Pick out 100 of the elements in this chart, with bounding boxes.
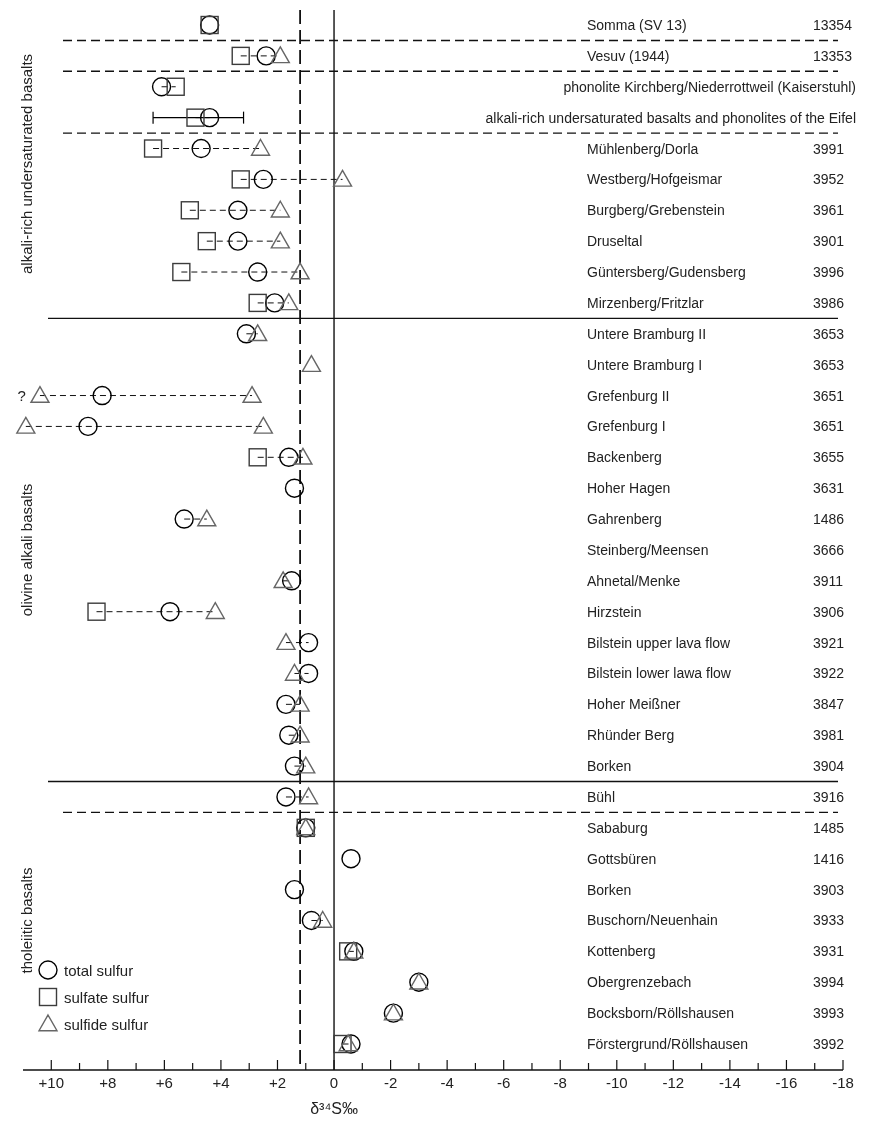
y-tick-label: Untere Bramburg I: [587, 356, 703, 373]
point: [293, 447, 313, 465]
point: [333, 1034, 352, 1054]
y2-tick-label: 3906: [813, 603, 845, 620]
point: [276, 694, 296, 715]
point: [248, 293, 267, 313]
y-tick-label: Somma (SV 13): [587, 17, 687, 33]
y-tick-label: Vesuv (1944): [587, 47, 670, 64]
point: [197, 509, 217, 527]
point: [197, 231, 216, 251]
point: [174, 509, 194, 529]
x-tick-label: -14: [719, 1074, 741, 1091]
point: [284, 663, 305, 681]
point: [78, 416, 98, 437]
y2-tick-label: 3994: [813, 974, 845, 991]
y2-tick-label: 13354: [813, 17, 853, 33]
x-tick-label: -8: [553, 1074, 567, 1091]
y-tick-label: alkali-rich undersaturated basalts and phonolites of the Eifel: [485, 109, 856, 126]
point: [16, 416, 36, 434]
point: [281, 571, 302, 591]
point: [290, 694, 310, 712]
point: [199, 107, 220, 128]
y2-tick-label: 3981: [813, 727, 845, 744]
point: [332, 169, 353, 187]
point: [279, 293, 299, 311]
y-tick-label: Rhünder Berg: [587, 727, 675, 744]
point: [250, 138, 271, 156]
y2-tick-label: 3922: [813, 665, 845, 682]
y2-tick-label: 3847: [813, 696, 845, 713]
y-tick-label: Ahnetal/Menke: [587, 572, 681, 589]
y-tick-label: Borken: [587, 881, 632, 898]
point: [191, 138, 211, 159]
point: [270, 200, 291, 218]
point: [180, 201, 200, 220]
y-tick-label: Druseltal: [587, 233, 643, 250]
point: [276, 787, 296, 807]
x-tick-label: -2: [383, 1074, 398, 1091]
point: [228, 200, 248, 220]
y-tick-label: Güntersberg/Gudensberg: [587, 264, 746, 281]
point: [30, 385, 50, 403]
y-tick-label: Bilstein upper lava flow: [587, 634, 732, 651]
x-tick-label: +10: [38, 1074, 64, 1091]
y2-tick-label: 3651: [813, 387, 845, 404]
y-tick-label: Grefenburg I: [587, 418, 666, 435]
point: [264, 293, 285, 313]
x-tick-label: -12: [662, 1074, 685, 1091]
y-tick-label: Gottsbüren: [587, 850, 657, 867]
point: [253, 169, 274, 190]
point: [160, 602, 180, 622]
point: [228, 231, 248, 251]
y2-tick-label: 3991: [813, 140, 845, 157]
x-tick-label: -18: [832, 1074, 854, 1091]
point: [87, 602, 106, 621]
y2-tick-label: 3631: [813, 480, 845, 497]
legend-label: total sulfur: [64, 961, 134, 979]
point: [256, 46, 276, 66]
y-tick-label: Bühl: [587, 788, 616, 805]
point: [298, 663, 319, 684]
x-tick-label: -6: [497, 1074, 511, 1091]
y-tick-label: Kottenberg: [587, 943, 656, 960]
x-tick-label: +8: [99, 1074, 117, 1091]
annotation: tholeiitic basalts: [17, 867, 35, 974]
point: [236, 324, 257, 344]
point: [298, 787, 319, 805]
point: [284, 879, 305, 900]
y-tick-label: Obergrenzebach: [587, 974, 692, 991]
y-tick-label: Gahrenberg: [587, 511, 662, 528]
y-tick-label: Untere Bramburg II: [587, 325, 707, 342]
y2-tick-label: 3916: [813, 788, 845, 805]
y2-tick-label: 3903: [813, 881, 845, 898]
y2-tick-label: 1485: [813, 819, 845, 836]
point: [298, 632, 319, 653]
x-tick-label: -16: [775, 1074, 798, 1091]
y2-tick-label: 3651: [813, 418, 845, 435]
y2-tick-label: 3904: [813, 758, 845, 775]
y2-tick-label: 3921: [813, 634, 845, 651]
point: [341, 849, 361, 869]
y2-tick-label: 3653: [813, 325, 845, 342]
y2-tick-label: 3952: [813, 171, 845, 188]
point: [205, 602, 225, 620]
x-tick-label: 0: [329, 1074, 339, 1091]
point: [247, 324, 268, 342]
y-tick-label: Hirzstein: [587, 603, 642, 620]
y2-tick-label: 3996: [813, 264, 845, 281]
y-tick-label: Mirzenberg/Fritzlar: [587, 294, 705, 311]
y2-tick-label: 3653: [813, 356, 845, 373]
y2-tick-label: 3992: [813, 1036, 845, 1052]
point: [296, 756, 316, 774]
legend-label: sulfide sulfur: [64, 1015, 149, 1033]
point: [276, 632, 296, 651]
point: [290, 725, 310, 743]
point: [270, 231, 291, 249]
y2-tick-label: 3986: [813, 294, 845, 311]
y2-tick-label: 1486: [813, 511, 845, 528]
point: [301, 910, 322, 931]
x-tick-label: -4: [440, 1074, 454, 1091]
y2-tick-label: 3901: [813, 233, 845, 250]
point: [279, 447, 299, 467]
point: [166, 77, 185, 96]
y-tick-label: Steinberg/Meensen: [587, 541, 709, 558]
